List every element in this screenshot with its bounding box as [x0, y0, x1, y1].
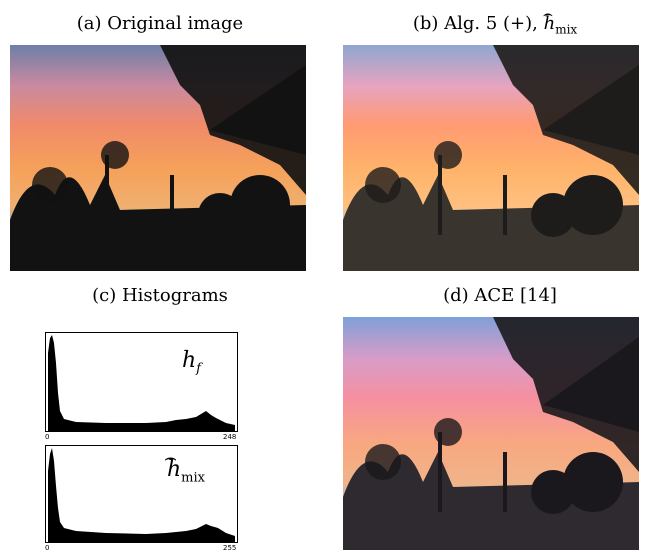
image-original	[10, 45, 306, 271]
caption-a: (a) Original image	[76, 13, 244, 34]
tick-min: 0	[45, 433, 50, 441]
tick-min: 0	[45, 544, 50, 552]
tick-max: 248	[223, 433, 237, 441]
image-ace	[343, 317, 639, 550]
caption-d: (d) ACE [14]	[443, 285, 557, 306]
image-alg5	[343, 45, 639, 271]
label-hmix: h ⌢ mix	[164, 445, 205, 486]
label-hf: hf	[182, 348, 201, 377]
histogram-hmix: 0 255 h ⌢ mix	[45, 445, 238, 552]
caption-c: (c) Histograms	[92, 285, 228, 306]
tick-max: 255	[223, 544, 237, 552]
histogram-hf: 0 248 hf	[45, 332, 238, 441]
caption-b: (b) Alg. 5 (+), h ⌢ mix	[412, 4, 578, 37]
